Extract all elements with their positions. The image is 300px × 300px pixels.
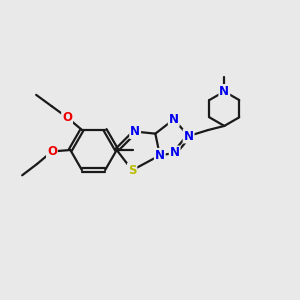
Text: S: S	[128, 164, 136, 177]
Text: N: N	[184, 130, 194, 142]
Text: O: O	[47, 145, 57, 158]
Text: N: N	[130, 125, 140, 138]
Text: O: O	[62, 111, 72, 124]
Text: N: N	[155, 149, 165, 162]
Text: N: N	[170, 146, 180, 160]
Text: N: N	[169, 113, 179, 126]
Text: N: N	[219, 85, 229, 98]
